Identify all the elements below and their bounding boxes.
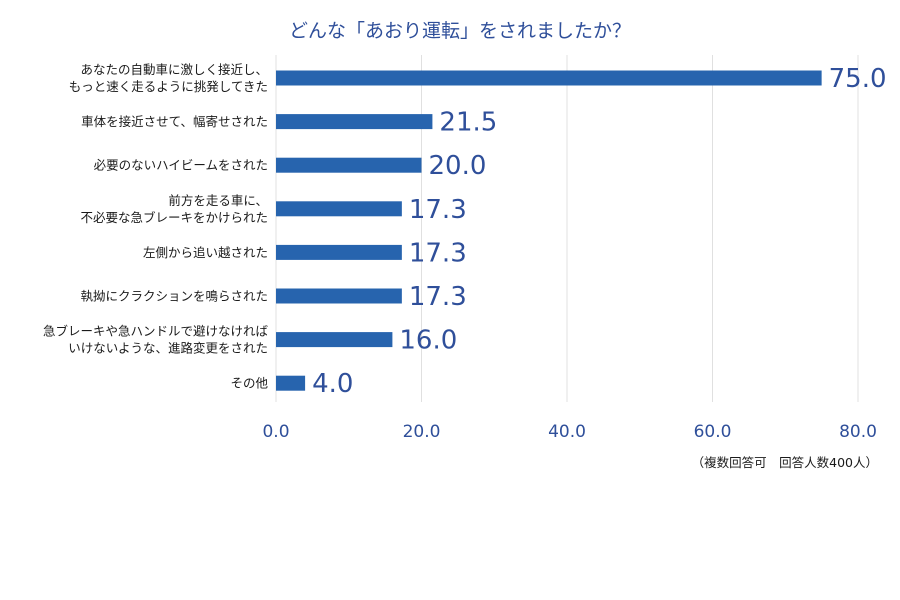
chart-note: （複数回答可 回答人数400人） (692, 455, 878, 470)
category-label: 急ブレーキや急ハンドルで避けなければ (43, 324, 269, 339)
category-label: 必要のないハイビームをされた (94, 158, 268, 173)
value-labels: 75.0 21.5 20.0 17.3 17.3 17.3 16.0 4.0 (312, 64, 886, 399)
bar (276, 375, 306, 391)
chart-title: どんな「あおり運転」をされましたか？ (289, 20, 631, 42)
value-label: 21.5 (439, 108, 497, 138)
category-label: 前方を走る車に、 (168, 193, 268, 208)
value-label: 16.0 (399, 326, 457, 356)
x-axis-ticks: 0.0 20.0 40.0 60.0 80.0 (262, 422, 876, 442)
category-labels: あなたの自動車に激しく接近し、もっと速く走るように挑発してきた車体を接近させて、… (43, 62, 269, 391)
x-tick-label: 0.0 (262, 422, 289, 442)
category-label: その他 (230, 376, 268, 391)
bar (276, 114, 433, 130)
gridlines (275, 55, 859, 402)
category-label: 車体を接近させて、幅寄せされた (81, 114, 268, 129)
bar (276, 70, 822, 86)
value-label: 17.3 (409, 238, 467, 268)
bars (276, 70, 822, 391)
bar (276, 201, 402, 217)
value-label: 20.0 (429, 151, 487, 181)
value-label: 75.0 (829, 64, 887, 94)
bar (276, 332, 393, 348)
bar (276, 288, 402, 304)
x-tick-label: 60.0 (694, 422, 732, 442)
category-label: いけないような、進路変更をされた (68, 341, 268, 356)
x-tick-label: 20.0 (403, 422, 441, 442)
category-label: もっと速く走るように挑発してきた (69, 79, 268, 94)
value-label: 17.3 (409, 195, 467, 225)
category-label: 左側から追い越された (143, 245, 268, 260)
bar (276, 157, 422, 173)
value-label: 4.0 (312, 369, 353, 399)
x-tick-label: 40.0 (548, 422, 586, 442)
category-label: あなたの自動車に激しく接近し、 (80, 62, 268, 77)
value-label: 17.3 (409, 282, 467, 312)
bar (276, 244, 402, 260)
category-label: 不必要な急ブレーキをかけられた (80, 210, 268, 225)
category-label: 執拗にクラクションを鳴らされた (80, 289, 268, 304)
x-tick-label: 80.0 (839, 422, 877, 442)
